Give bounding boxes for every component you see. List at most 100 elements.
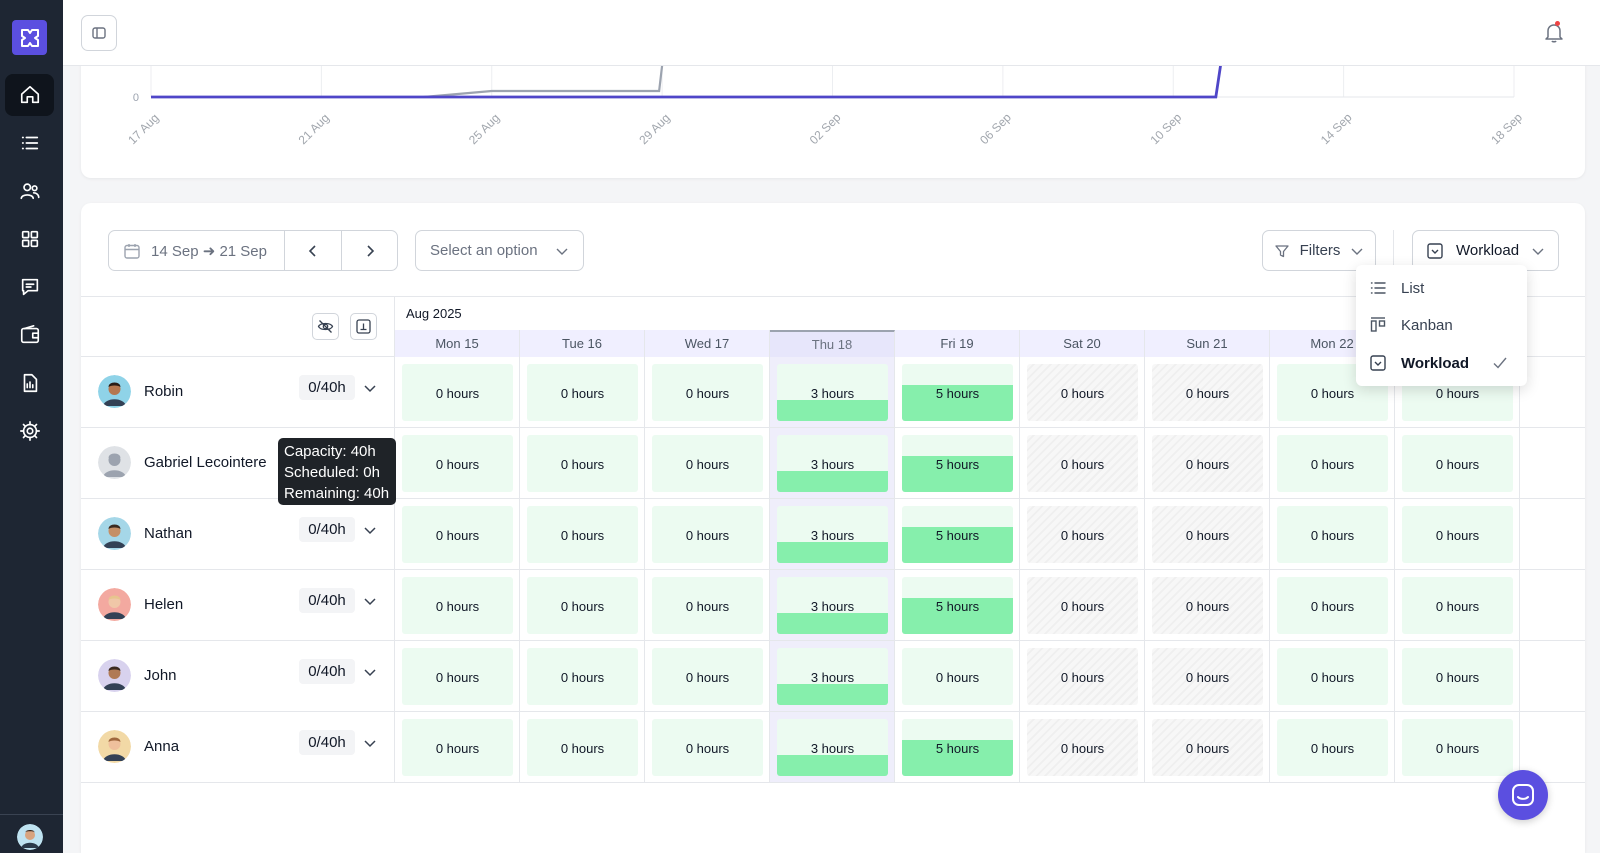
workload-cell[interactable]: 0 hours <box>1395 428 1520 498</box>
workload-cell[interactable]: 0 hours <box>1145 357 1270 427</box>
workload-cell[interactable]: 0 hours <box>1145 499 1270 569</box>
workload-cell[interactable]: 5 hours <box>895 428 1020 498</box>
capacity-badge[interactable]: 0/40h <box>299 588 355 613</box>
workload-cell[interactable]: 0 hours <box>520 499 645 569</box>
workload-cell[interactable]: 0 hours <box>1020 499 1145 569</box>
workload-cell[interactable]: 3 hours <box>770 712 895 782</box>
nav-settings[interactable] <box>5 410 54 452</box>
workload-cell[interactable]: 3 hours <box>770 428 895 498</box>
toolbar-divider <box>1393 230 1394 271</box>
workload-cell[interactable]: 0 hours <box>645 357 770 427</box>
workload-cell[interactable]: 0 hours <box>645 712 770 782</box>
workload-cell[interactable]: 0 hours <box>1020 428 1145 498</box>
user-avatar[interactable] <box>17 824 43 850</box>
hours-label: 0 hours <box>435 741 480 756</box>
hide-button[interactable] <box>312 313 339 340</box>
workload-cell[interactable]: 0 hours <box>1395 499 1520 569</box>
option-select[interactable]: Select an option <box>415 230 584 271</box>
workload-cell[interactable]: 3 hours <box>770 570 895 640</box>
nav-wallet[interactable] <box>5 314 54 356</box>
workload-cell[interactable]: 3 hours <box>770 499 895 569</box>
nav-home[interactable] <box>5 74 54 116</box>
workload-cell[interactable]: 0 hours <box>1395 570 1520 640</box>
hours-fill-bar <box>777 542 888 563</box>
nav-users[interactable] <box>5 170 54 212</box>
workload-cell[interactable]: 0 hours <box>1020 570 1145 640</box>
nav-apps[interactable] <box>5 218 54 260</box>
person-name[interactable]: Helen <box>144 596 184 613</box>
workload-cell[interactable]: 0 hours <box>645 499 770 569</box>
expand-row-button[interactable] <box>363 736 377 755</box>
expand-button[interactable] <box>350 313 377 340</box>
workload-cell[interactable]: 0 hours <box>1270 712 1395 782</box>
workload-cell[interactable]: 0 hours <box>1020 712 1145 782</box>
workload-cell[interactable]: 5 hours <box>895 570 1020 640</box>
workload-cell[interactable]: 0 hours <box>395 428 520 498</box>
workload-cell[interactable]: 0 hours <box>1270 641 1395 711</box>
workload-cell[interactable]: 0 hours <box>645 570 770 640</box>
sidebar-toggle-button[interactable] <box>81 15 117 51</box>
expand-row-button[interactable] <box>363 381 377 400</box>
workload-cell[interactable]: 0 hours <box>1395 712 1520 782</box>
workload-cell[interactable]: 0 hours <box>395 712 520 782</box>
expand-row-button[interactable] <box>363 594 377 613</box>
hours-box: 0 hours <box>1402 648 1513 705</box>
workload-cell[interactable]: 0 hours <box>1145 428 1270 498</box>
workload-cell[interactable]: 3 hours <box>770 357 895 427</box>
workload-cell[interactable]: 0 hours <box>645 428 770 498</box>
workload-cell[interactable]: 0 hours <box>1020 641 1145 711</box>
filters-button[interactable]: Filters <box>1262 230 1376 271</box>
nav-messages[interactable] <box>5 266 54 308</box>
workload-cell[interactable]: 0 hours <box>1145 712 1270 782</box>
person-name[interactable]: Anna <box>144 738 180 755</box>
next-week-button[interactable] <box>341 231 397 270</box>
workload-cell[interactable]: 5 hours <box>895 357 1020 427</box>
person-name[interactable]: Robin <box>144 383 184 400</box>
workload-cell[interactable]: 0 hours <box>1020 357 1145 427</box>
expand-row-button[interactable] <box>363 523 377 542</box>
hours-box: 0 hours <box>1152 719 1263 776</box>
workload-cell[interactable]: 0 hours <box>520 570 645 640</box>
workload-cell[interactable]: 0 hours <box>520 712 645 782</box>
view-option-list[interactable]: List <box>1356 270 1527 306</box>
date-range-button[interactable]: 14 Sep ➜ 21 Sep <box>109 231 285 270</box>
view-option-kanban[interactable]: Kanban <box>1356 307 1527 343</box>
bell-icon[interactable] <box>1542 20 1566 44</box>
person-name[interactable]: Nathan <box>144 525 193 542</box>
workload-cell[interactable]: 0 hours <box>520 357 645 427</box>
nav-list[interactable] <box>5 122 54 164</box>
view-option-workload[interactable]: Workload <box>1356 345 1527 381</box>
workload-cell[interactable]: 0 hours <box>1270 428 1395 498</box>
kanban-icon <box>1370 317 1386 332</box>
chat-button[interactable] <box>1498 770 1548 820</box>
capacity-badge[interactable]: 0/40h <box>299 375 355 400</box>
capacity-badge[interactable]: 0/40h <box>299 730 355 755</box>
workload-cell[interactable]: 0 hours <box>395 357 520 427</box>
person-name[interactable]: Gabriel Lecointere <box>144 454 267 471</box>
expand-row-button[interactable] <box>363 665 377 684</box>
nav-reports[interactable] <box>5 362 54 404</box>
workload-cell[interactable]: 0 hours <box>520 641 645 711</box>
workload-cell[interactable]: 0 hours <box>520 428 645 498</box>
workload-cell[interactable]: 0 hours <box>1395 641 1520 711</box>
workload-cell[interactable]: 5 hours <box>895 499 1020 569</box>
workload-cell[interactable]: 0 hours <box>395 570 520 640</box>
capacity-badge[interactable]: 0/40h <box>299 517 355 542</box>
hours-box: 5 hours <box>902 577 1013 634</box>
workload-cell[interactable]: 0 hours <box>395 641 520 711</box>
capacity-badge[interactable]: 0/40h <box>299 659 355 684</box>
workload-cell[interactable]: 3 hours <box>770 641 895 711</box>
workload-cell[interactable]: 0 hours <box>1270 499 1395 569</box>
workload-cell[interactable]: 0 hours <box>1145 641 1270 711</box>
hours-box: 5 hours <box>902 719 1013 776</box>
previous-week-button[interactable] <box>285 231 341 270</box>
workload-cell[interactable]: 0 hours <box>395 499 520 569</box>
app-logo[interactable] <box>12 20 47 55</box>
hours-box: 5 hours <box>902 435 1013 492</box>
workload-cell[interactable]: 0 hours <box>1270 570 1395 640</box>
workload-cell[interactable]: 0 hours <box>1145 570 1270 640</box>
workload-cell[interactable]: 5 hours <box>895 712 1020 782</box>
workload-cell[interactable]: 0 hours <box>895 641 1020 711</box>
person-name[interactable]: John <box>144 667 177 684</box>
workload-cell[interactable]: 0 hours <box>645 641 770 711</box>
